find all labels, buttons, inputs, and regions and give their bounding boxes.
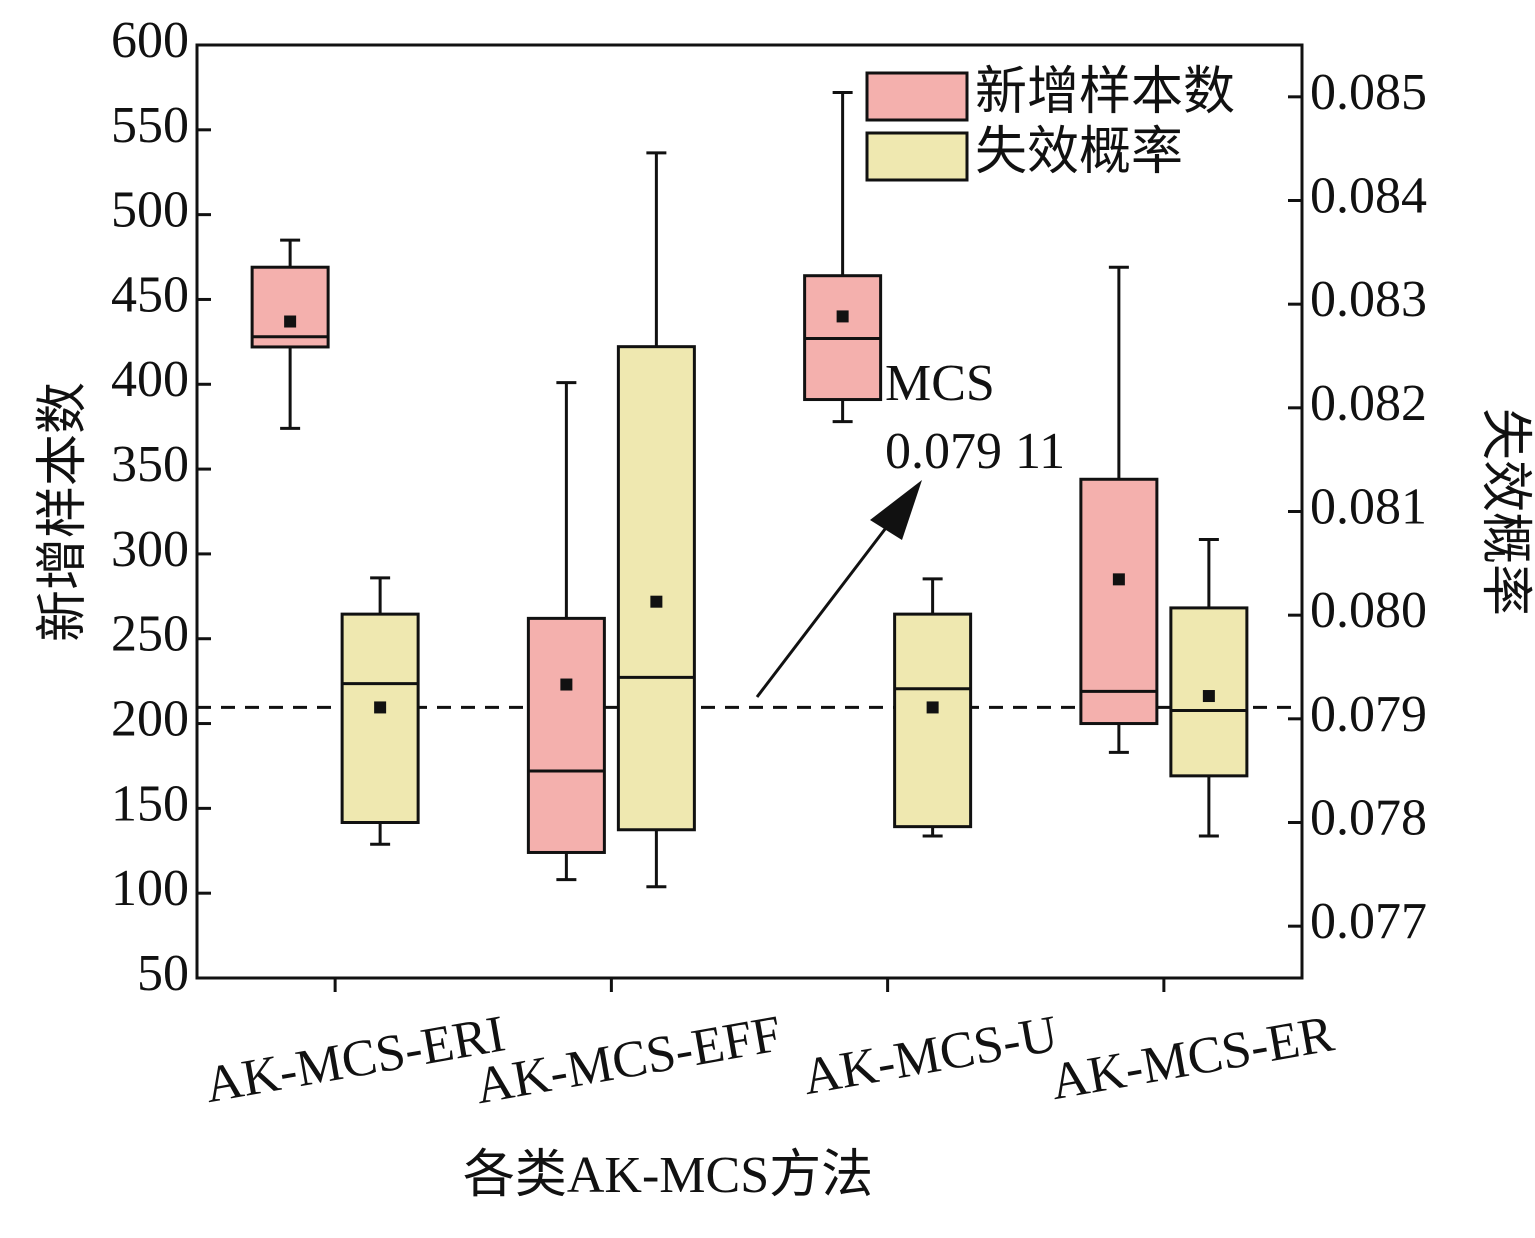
y-tick-label: 50 xyxy=(137,945,189,1002)
x-axis-title: 各类AK-MCS方法 xyxy=(463,1147,873,1204)
mean-marker xyxy=(374,701,387,714)
box xyxy=(340,612,420,824)
box xyxy=(893,612,973,829)
box xyxy=(250,265,330,349)
mean-marker xyxy=(284,315,297,328)
arrow-head xyxy=(870,480,922,540)
y-tick-label: 450 xyxy=(111,266,189,323)
mean-marker xyxy=(926,701,939,714)
y-tick-label: 550 xyxy=(111,97,189,154)
box xyxy=(1079,477,1159,726)
y-tick-label: 500 xyxy=(111,182,189,239)
y2-axis-title: 失效概率 xyxy=(1476,408,1533,616)
y-tick-label: 250 xyxy=(111,606,189,663)
y-tick-label: 150 xyxy=(111,775,189,832)
box xyxy=(616,345,696,832)
y2-tick-label: 0.084 xyxy=(1310,167,1427,224)
y-tick-label: 600 xyxy=(111,12,189,69)
y-tick-label: 300 xyxy=(111,521,189,578)
mean-marker xyxy=(1202,690,1215,703)
legend-swatch xyxy=(865,131,969,182)
mean-marker xyxy=(836,310,849,323)
y2-tick-label: 0.083 xyxy=(1310,271,1427,328)
x-tick-label: AK-MCS-EFF xyxy=(471,1005,785,1115)
y2-tick-label: 0.078 xyxy=(1310,789,1427,846)
legend-swatch xyxy=(865,71,969,122)
y2-tick-label: 0.085 xyxy=(1310,64,1427,121)
legend-label: 新增样本数 xyxy=(975,64,1235,121)
y-tick-label: 350 xyxy=(111,436,189,493)
box xyxy=(526,616,606,854)
mean-marker xyxy=(560,678,573,691)
mean-marker xyxy=(650,595,663,608)
x-tick-label: AK-MCS-U xyxy=(799,1005,1062,1106)
y2-tick-label: 0.082 xyxy=(1310,375,1427,432)
y2-tick-label: 0.079 xyxy=(1310,686,1427,743)
y-tick-label: 400 xyxy=(111,351,189,408)
x-tick-label: AK-MCS-ER xyxy=(1046,1005,1338,1111)
y2-tick-label: 0.077 xyxy=(1310,893,1427,950)
x-tick-label: AK-MCS-ERI xyxy=(201,1005,510,1114)
y2-tick-label: 0.080 xyxy=(1310,582,1427,639)
y2-tick-label: 0.081 xyxy=(1310,478,1427,535)
y-tick-label: 200 xyxy=(111,690,189,747)
annotation: 0.079 11 xyxy=(885,423,1065,480)
annotation: MCS xyxy=(885,355,995,412)
annotation-arrow xyxy=(755,515,897,698)
y-axis-title: 新增样本数 xyxy=(35,382,92,642)
y-tick-label: 100 xyxy=(111,860,189,917)
mean-marker xyxy=(1112,573,1125,586)
legend-label: 失效概率 xyxy=(975,124,1183,181)
